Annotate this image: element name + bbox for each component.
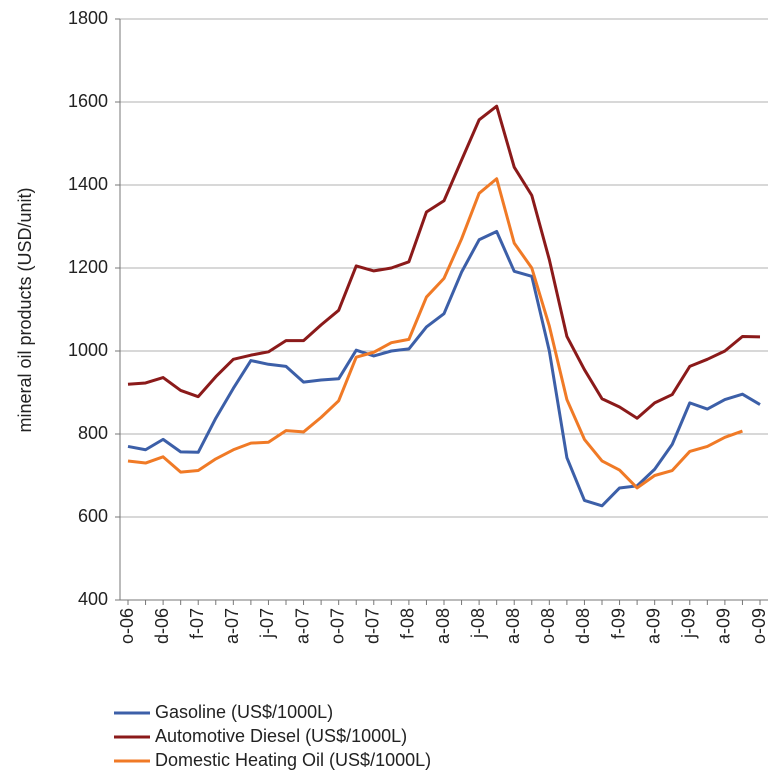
y-tick-label: 1000: [68, 340, 108, 360]
x-tick-label: a-07: [292, 608, 312, 644]
x-tick-label: d-07: [363, 608, 383, 644]
data-line: [127, 229, 761, 508]
x-tick-label: o-08: [538, 608, 558, 644]
y-axis-label: mineral oil products (USD/unit): [15, 187, 35, 432]
legend-label: Gasoline (US$/1000L): [155, 702, 333, 722]
x-tick-label: a-09: [643, 608, 663, 644]
x-tick-label: j-08: [468, 608, 488, 639]
x-tick-label: a-08: [503, 608, 523, 644]
legend-label: Automotive Diesel (US$/1000L): [155, 726, 407, 746]
x-tick-label: o-06: [117, 608, 137, 644]
y-tick-label: 1400: [68, 174, 108, 194]
y-tick-label: 1200: [68, 257, 108, 277]
x-tick-label: d-08: [573, 608, 593, 644]
y-tick-label: 800: [78, 423, 108, 443]
y-tick-label: 600: [78, 506, 108, 526]
x-tick-label: f-07: [187, 608, 207, 639]
legend-label: Domestic Heating Oil (US$/1000L): [155, 750, 431, 770]
x-tick-label: o-09: [749, 608, 769, 644]
x-tick-label: j-07: [257, 608, 277, 639]
x-tick-label: f-09: [608, 608, 628, 639]
x-tick-label: f-08: [398, 608, 418, 639]
data-line: [127, 177, 743, 490]
x-tick-label: a-08: [433, 608, 453, 644]
x-tick-label: d-06: [152, 608, 172, 644]
data-line: [127, 104, 761, 420]
x-tick-label: o-07: [327, 608, 347, 644]
y-tick-label: 1600: [68, 91, 108, 111]
x-tick-label: j-09: [679, 608, 699, 639]
x-tick-label: a-09: [714, 608, 734, 644]
x-tick-label: a-07: [222, 608, 242, 644]
y-tick-label: 1800: [68, 8, 108, 28]
y-tick-label: 400: [78, 589, 108, 609]
